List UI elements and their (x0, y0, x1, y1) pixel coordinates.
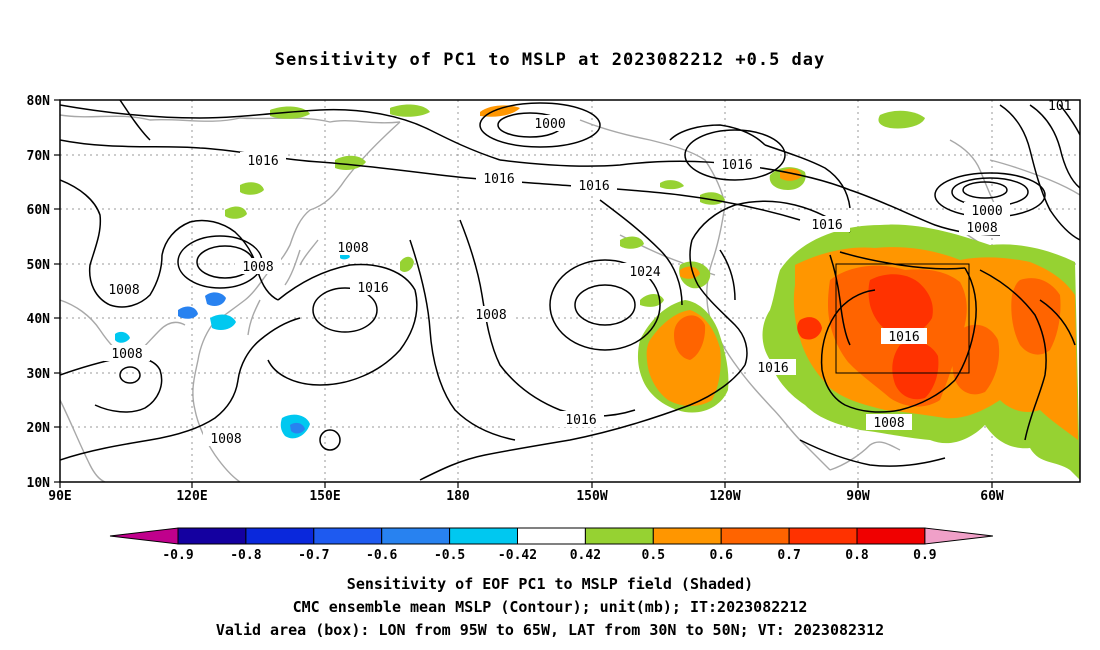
svg-text:1000: 1000 (971, 204, 1002, 219)
colorbar-tick-label: 0.42 (570, 548, 601, 563)
lon-label: 90E (48, 489, 71, 504)
lon-label: 150W (576, 489, 607, 504)
svg-text:1016: 1016 (483, 172, 514, 187)
svg-text:1008: 1008 (337, 241, 368, 256)
colorbar-segment (517, 527, 586, 545)
colorbar-tick-label: 0.7 (777, 548, 800, 563)
lon-label: 120W (709, 489, 740, 504)
colorbar-tick-label: 0.8 (845, 548, 869, 563)
caption-line-1: Sensitivity of EOF PC1 to MSLP field (Sh… (346, 575, 754, 593)
lat-label: 80N (27, 94, 51, 109)
colorbar-segment (449, 527, 519, 545)
colorbar-right-arrow (924, 527, 993, 545)
svg-text:1016: 1016 (757, 361, 788, 376)
colorbar-segment (313, 527, 383, 545)
colorbar-tick-label: -0.42 (498, 548, 537, 563)
lat-label: 20N (27, 421, 51, 436)
lat-label: 30N (27, 367, 51, 382)
colorbar-tick-label: 0.9 (913, 548, 936, 563)
lon-axis-labels: 90E 120E 150E 180 150W 120W 90W 60W (48, 489, 1004, 504)
colorbar-tick-label: 0.6 (709, 548, 733, 563)
svg-text:1008: 1008 (242, 260, 273, 275)
colorbar-segment (245, 527, 315, 545)
lat-label: 70N (27, 149, 51, 164)
lat-label: 50N (27, 258, 51, 273)
caption-line-2: CMC ensemble mean MSLP (Contour); unit(m… (292, 598, 808, 616)
colorbar-segment (177, 527, 247, 545)
colorbar-segment (381, 527, 451, 545)
lon-label: 180 (446, 489, 470, 504)
colorbar-labels: -0.9 -0.8 -0.7 -0.6 -0.5 -0.42 0.42 0.5 0.6 0.7 0.… (162, 548, 936, 563)
colorbar (109, 527, 993, 545)
svg-text:1008: 1008 (210, 432, 241, 447)
colorbar-tick-label: -0.6 (366, 548, 397, 563)
svg-text:1016: 1016 (357, 281, 388, 296)
lon-label: 90W (846, 489, 870, 504)
colorbar-tick-label: 0.5 (642, 548, 665, 563)
colorbar-left-arrow (109, 527, 179, 545)
svg-text:1008: 1008 (966, 221, 997, 236)
map-frame (59, 99, 1081, 483)
lat-label: 10N (27, 476, 51, 491)
svg-text:1016: 1016 (565, 413, 596, 428)
lon-label: 150E (309, 489, 340, 504)
lat-label: 60N (27, 203, 51, 218)
svg-text:101: 101 (1048, 99, 1071, 114)
svg-text:1000: 1000 (534, 117, 565, 132)
svg-text:1016: 1016 (578, 179, 609, 194)
svg-text:1016: 1016 (811, 218, 842, 233)
colorbar-tick-label: -0.7 (298, 548, 329, 563)
colorbar-tick-label: -0.9 (162, 548, 193, 563)
svg-text:1008: 1008 (111, 347, 142, 362)
map-title: Sensitivity of PC1 to MSLP at 2023082212… (274, 50, 826, 70)
caption-line-3: Valid area (box): LON from 95W to 65W, L… (215, 621, 885, 639)
colorbar-segment (856, 527, 926, 545)
valid-area-box (835, 263, 970, 374)
svg-text:1016: 1016 (247, 154, 278, 169)
svg-text:1016: 1016 (888, 330, 919, 345)
svg-text:1008: 1008 (108, 283, 139, 298)
axis-ticks (54, 99, 993, 488)
colorbar-segment (652, 527, 722, 545)
svg-text:1016: 1016 (721, 158, 752, 173)
svg-text:1008: 1008 (475, 308, 506, 323)
colorbar-segment (788, 527, 858, 545)
lat-label: 40N (27, 312, 51, 327)
lon-label: 120E (176, 489, 207, 504)
colorbar-tick-label: -0.5 (434, 548, 465, 563)
colorbar-tick-label: -0.8 (230, 548, 261, 563)
colorbar-segment (584, 527, 654, 545)
colorbar-segment (720, 527, 790, 545)
contour-labels: 1000 1016 1016 1016 1016 1008 1016 1008 … (101, 99, 1071, 447)
svg-text:1008: 1008 (873, 416, 904, 431)
lat-axis-labels: 80N 70N 60N 50N 40N 30N 20N 10N (27, 94, 51, 491)
shaded-sensitivity (115, 104, 1080, 480)
svg-text:1024: 1024 (629, 265, 660, 280)
lon-label: 60W (980, 489, 1004, 504)
